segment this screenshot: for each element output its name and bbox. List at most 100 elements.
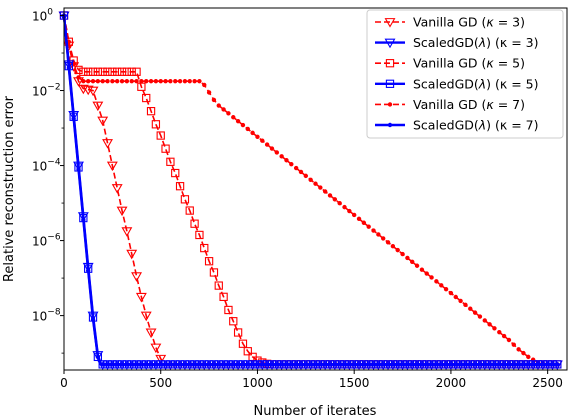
data-point xyxy=(211,97,217,103)
data-point xyxy=(115,78,120,84)
y-tick-exponent: −8 xyxy=(47,308,61,318)
data-point xyxy=(110,362,115,367)
data-point xyxy=(410,362,415,367)
data-point xyxy=(250,130,255,136)
data-point xyxy=(192,78,197,84)
data-point xyxy=(87,86,99,97)
data-point xyxy=(98,67,107,76)
data-point xyxy=(545,362,550,367)
y-tick-exponent: 0 xyxy=(47,8,53,18)
x-tick-label: 1500 xyxy=(339,376,370,390)
data-point xyxy=(71,116,76,121)
y-tick-label: 10−6 xyxy=(32,233,61,249)
data-point xyxy=(501,362,507,367)
data-point xyxy=(308,177,313,182)
legend-marker xyxy=(384,38,396,49)
legend-label-symbol: λ xyxy=(478,118,486,133)
x-tick-label: 1000 xyxy=(242,376,273,390)
data-point xyxy=(327,362,333,367)
data-point xyxy=(381,236,386,241)
data-point xyxy=(458,298,463,304)
data-point xyxy=(521,350,526,356)
data-point xyxy=(327,193,333,198)
data-point xyxy=(139,78,144,84)
data-point xyxy=(376,362,381,367)
y-tick-label: 10−2 xyxy=(32,83,61,99)
legend-label: Vanilla GD (κ = 3) xyxy=(413,15,525,30)
series-line xyxy=(63,15,560,366)
legend-label: ScaledGD(λ) (κ = 3) xyxy=(413,35,539,50)
data-point xyxy=(140,311,152,322)
data-point xyxy=(487,362,492,367)
data-point xyxy=(303,362,309,367)
data-point xyxy=(95,354,101,360)
data-point xyxy=(511,362,516,367)
legend-item: ScaledGD(λ) (κ = 3) xyxy=(375,35,539,50)
data-point xyxy=(173,362,178,367)
data-point xyxy=(332,362,338,367)
data-point xyxy=(110,78,115,84)
data-point xyxy=(250,362,255,367)
data-point xyxy=(155,354,167,365)
legend-label-rest: = 5) xyxy=(494,56,525,71)
data-point xyxy=(142,93,151,103)
plot-frame xyxy=(63,7,568,371)
data-point xyxy=(171,168,180,178)
data-point xyxy=(260,138,265,143)
data-point xyxy=(550,362,555,367)
legend-label: ScaledGD(λ) (κ = 5) xyxy=(413,76,539,91)
x-tick-label: 0 xyxy=(60,376,68,390)
legend-item: ScaledGD(λ) (κ = 5) xyxy=(375,76,539,91)
data-point xyxy=(443,362,449,367)
data-point xyxy=(182,78,188,84)
y-tick-base: 10 xyxy=(32,235,47,249)
data-point xyxy=(376,232,381,237)
y-tick-exponent: −2 xyxy=(47,83,60,93)
data-point xyxy=(113,67,122,76)
data-point xyxy=(156,131,165,140)
legend-label-symbol: λ xyxy=(478,35,486,50)
data-point xyxy=(487,322,492,327)
data-point xyxy=(429,275,434,280)
data-point xyxy=(151,120,161,129)
data-point xyxy=(92,101,104,112)
data-point xyxy=(153,78,159,84)
data-point xyxy=(127,67,136,76)
data-point xyxy=(168,78,173,84)
data-point xyxy=(144,78,149,84)
legend-label-symbol: κ xyxy=(486,56,494,71)
x-axis: 0 500 1000 1500 2000 2500 xyxy=(60,370,563,390)
legend: Vanilla GD (κ = 3) ScaledGD(λ) (κ = 3) Van… xyxy=(366,9,564,139)
data-point xyxy=(530,362,536,367)
legend-label-rest: ) (κ = 5) xyxy=(486,76,538,91)
data-point xyxy=(351,212,357,218)
y-axis-label: Relative reconstruction error xyxy=(2,95,17,282)
data-point xyxy=(134,78,139,84)
data-point xyxy=(163,78,168,84)
legend-marker xyxy=(384,18,396,28)
data-point xyxy=(226,362,231,367)
data-point xyxy=(260,362,265,367)
data-point xyxy=(482,318,487,323)
data-point xyxy=(81,78,86,84)
data-point xyxy=(195,230,204,240)
data-point xyxy=(497,329,502,335)
legend-marker xyxy=(385,79,395,88)
legend-label: Vanilla GD (κ = 5) xyxy=(413,56,525,71)
data-point xyxy=(482,362,487,367)
data-point xyxy=(347,362,352,367)
legend-item: ScaledGD(λ) (κ = 7) xyxy=(375,118,539,133)
data-point xyxy=(448,362,454,367)
data-point xyxy=(177,78,183,84)
data-point xyxy=(100,78,105,84)
data-point xyxy=(356,362,362,367)
data-point xyxy=(492,362,497,367)
data-point xyxy=(419,267,425,272)
data-point xyxy=(289,161,294,167)
data-point xyxy=(190,219,199,228)
data-point xyxy=(400,362,405,367)
data-point xyxy=(100,362,105,367)
data-point xyxy=(385,362,391,367)
